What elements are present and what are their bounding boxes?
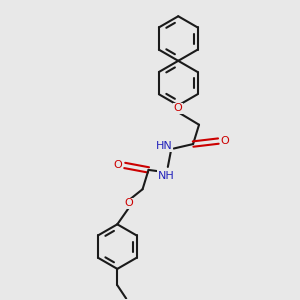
Text: O: O: [125, 199, 134, 208]
Text: NH: NH: [158, 171, 175, 181]
Text: O: O: [220, 136, 229, 146]
Text: O: O: [114, 160, 123, 170]
Text: HN: HN: [156, 141, 172, 151]
Text: O: O: [174, 103, 183, 113]
